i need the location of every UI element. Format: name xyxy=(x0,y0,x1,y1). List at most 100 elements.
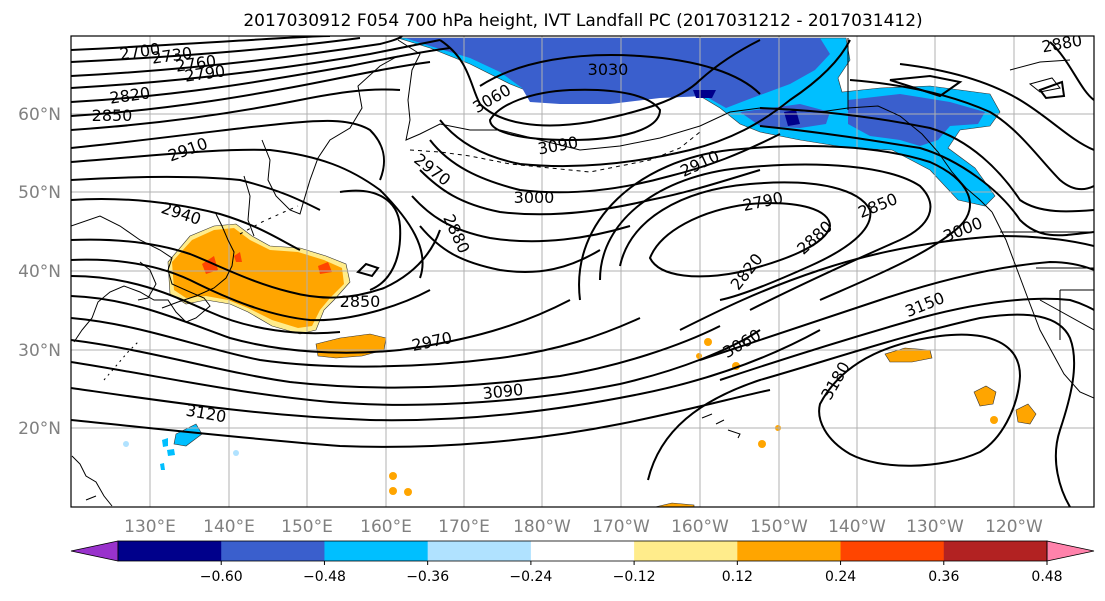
contour-line xyxy=(71,197,301,251)
map-frame xyxy=(70,35,1095,508)
coastline-korea xyxy=(137,261,157,301)
ivt-fill-positive-strong xyxy=(202,256,218,274)
colorbar-segment xyxy=(737,541,842,561)
contour-line xyxy=(439,39,761,127)
contour-line xyxy=(429,133,781,194)
contour-line xyxy=(71,148,424,279)
colorbar-tick-label: −0.48 xyxy=(303,569,346,585)
contour-line xyxy=(419,169,761,216)
contour-label: 3090 xyxy=(482,380,524,403)
contour-label-text: 2850 xyxy=(340,292,381,311)
ivt-fill-negative-light xyxy=(162,438,168,447)
coastline-aleutians xyxy=(409,131,701,173)
contour-line xyxy=(71,389,771,448)
lon-tick-label: 160°E xyxy=(360,517,412,537)
colorbar-segment xyxy=(118,541,222,561)
coastline-us-states xyxy=(1000,231,1094,340)
coastline-philippines xyxy=(71,455,113,507)
contour-line xyxy=(71,88,401,131)
contour-line xyxy=(699,260,1094,361)
contour-labels: 2700273027602790282028502910294029702880… xyxy=(92,36,1084,426)
contour-line xyxy=(899,63,1094,151)
latitude-tick-labels: 60°N 50°N 40°N 30°N 20°N xyxy=(18,105,61,439)
coastline-kamchatka xyxy=(261,55,399,215)
ivt-fill-negative-medium xyxy=(405,38,830,108)
contour-line xyxy=(647,313,1076,507)
contour-line xyxy=(439,39,851,168)
contour-line xyxy=(679,234,1094,331)
contour-line xyxy=(71,39,441,89)
contour-line xyxy=(1038,80,1066,100)
colorbar-extend-low xyxy=(70,540,119,562)
longitude-tick-labels: 130°E 140°E 150°E 160°E 170°E 180°W 170°W 160°W… xyxy=(124,517,1043,537)
coastline-arctic xyxy=(1009,59,1071,93)
coastline-japan xyxy=(161,213,235,309)
colorbar-segment xyxy=(427,541,532,561)
ivt-fill-positive xyxy=(704,338,712,346)
contour-line xyxy=(479,54,761,95)
colorbar-tick-label: 0.36 xyxy=(928,569,959,585)
contour-line xyxy=(648,202,832,278)
contour-line xyxy=(599,163,932,311)
contour-line xyxy=(411,195,631,243)
ivt-shading xyxy=(123,37,1037,507)
ivt-fill-positive xyxy=(172,228,344,328)
colorbar-tick-label: −0.60 xyxy=(200,569,243,585)
lon-tick-label: 150°E xyxy=(281,517,333,537)
contour-line xyxy=(71,229,441,299)
ivt-fill-negative-light xyxy=(173,423,203,447)
chart-title: 2017030912 F054 700 hPa height, IVT Land… xyxy=(243,11,922,31)
lon-tick-label: 120°W xyxy=(985,517,1043,537)
contour-label: 3000 xyxy=(514,188,555,207)
ivt-fill-negative-lighter xyxy=(233,450,239,456)
colorbar-outline xyxy=(117,540,1048,562)
contour-label-text: 3090 xyxy=(482,380,524,403)
ivt-fill-positive xyxy=(758,440,766,448)
contour-line xyxy=(339,189,402,291)
coastline-alaska xyxy=(397,39,993,213)
contour-line xyxy=(849,79,1094,191)
ivt-fill-negative-lighter xyxy=(123,441,129,447)
lat-tick-label: 50°N xyxy=(18,183,61,203)
lat-tick-label: 30°N xyxy=(18,341,61,361)
height-contours xyxy=(71,36,1094,507)
contour-line xyxy=(619,181,872,301)
colorbar-extend-high xyxy=(1046,540,1095,562)
contour-line xyxy=(488,88,662,142)
lon-tick-label: 130°W xyxy=(906,517,964,537)
ivt-fill-positive xyxy=(389,487,397,495)
contour-line xyxy=(71,119,386,181)
ivt-fill-positive xyxy=(973,385,997,407)
contour-line xyxy=(71,329,821,422)
contour-line xyxy=(71,36,403,77)
contour-line xyxy=(578,145,971,301)
lon-tick-label: 170°W xyxy=(592,517,650,537)
coastline-north-america xyxy=(991,211,1094,399)
colorbar-tick-label: 0.48 xyxy=(1031,569,1062,585)
ivt-fill-positive xyxy=(990,416,998,424)
ivt-fill-negative-dark xyxy=(693,90,716,98)
coastline-hawaii xyxy=(701,413,741,439)
colorbar-segment xyxy=(943,541,1048,561)
contour-line xyxy=(71,325,721,389)
colorbar-tick-label: −0.24 xyxy=(509,569,552,585)
contour-label-text: 2850 xyxy=(92,106,133,125)
colorbar-segment xyxy=(324,541,429,561)
contour-line xyxy=(889,74,963,98)
lon-tick-label: 150°W xyxy=(750,517,808,537)
ivt-fill-positive xyxy=(884,347,933,363)
contour-label: 2850 xyxy=(340,292,381,311)
lon-tick-label: 130°E xyxy=(124,517,176,537)
lon-tick-label: 140°E xyxy=(203,517,255,537)
lon-tick-label: 170°E xyxy=(438,517,490,537)
ivt-fill-positive xyxy=(404,488,412,496)
colorbar-tick-label: 0.24 xyxy=(825,569,856,585)
ivt-fill-negative-medium xyxy=(848,94,985,146)
contour-label: 3030 xyxy=(588,60,629,79)
lon-tick-label: 160°W xyxy=(671,517,729,537)
contour-line xyxy=(71,176,321,211)
contour-line xyxy=(1049,41,1094,101)
contour-line xyxy=(818,333,1022,467)
contour-line xyxy=(71,275,341,335)
